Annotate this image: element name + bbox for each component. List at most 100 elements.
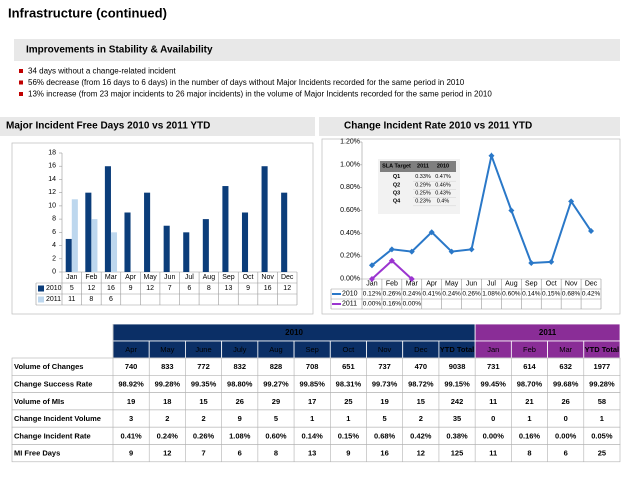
marker xyxy=(468,246,475,253)
cell: 3 xyxy=(129,414,133,423)
bullet-marker xyxy=(19,69,23,73)
data-label: 11 xyxy=(68,296,75,303)
y-tick-label: 0.60% xyxy=(340,207,360,214)
cell: 2 xyxy=(201,414,205,423)
chart-title-band xyxy=(319,117,620,136)
cell: 12 xyxy=(417,449,425,458)
marker xyxy=(528,260,535,267)
inset-header-text: 2010 xyxy=(437,164,449,170)
cell: 18 xyxy=(163,397,171,406)
y-tick-label: 10 xyxy=(48,202,56,209)
bullet-text: 13% increase (from 23 major incidents to… xyxy=(28,90,492,99)
inset-cell: 0.46% xyxy=(435,182,451,188)
x-tick-label: Apr xyxy=(125,274,137,281)
cell: 0.15% xyxy=(338,431,360,440)
bar xyxy=(281,192,288,272)
y-tick-label: 0.80% xyxy=(340,184,360,191)
y-tick-label: 0.40% xyxy=(340,230,360,237)
legend-label: 2011 xyxy=(342,301,357,308)
x-tick-label: Jan xyxy=(66,274,77,281)
column-header-text: June xyxy=(195,345,211,354)
cell: 470 xyxy=(415,362,428,371)
cell: 17 xyxy=(308,397,316,406)
x-tick-label: Oct xyxy=(546,281,557,288)
data-label: 0.26% xyxy=(383,291,402,298)
cell: 35 xyxy=(453,414,461,423)
marker xyxy=(548,258,555,265)
bullet-text: 56% decrease (from 16 days to 6 days) in… xyxy=(28,78,465,87)
cell: 98.92% xyxy=(118,379,144,388)
cell: 614 xyxy=(523,362,536,371)
inset-cell: 0.33% xyxy=(415,174,431,180)
bar xyxy=(124,212,131,272)
data-label: 0.41% xyxy=(422,291,441,298)
y-tick-label: 8 xyxy=(52,216,56,223)
data-label: 0.16% xyxy=(383,301,402,308)
cell: 2 xyxy=(165,414,169,423)
legend-swatch xyxy=(38,296,44,303)
cell: 11 xyxy=(489,449,497,458)
data-label: 12 xyxy=(283,285,291,292)
marker xyxy=(408,248,415,255)
cell: 833 xyxy=(161,362,174,371)
data-label: 7 xyxy=(168,285,172,292)
inset-cell: Q1 xyxy=(393,174,400,180)
row-label: Change Incident Rate xyxy=(14,431,91,440)
chart-title: Change Incident Rate 2010 vs 2011 YTD xyxy=(344,121,532,132)
page-title: Infrastructure (continued) xyxy=(8,6,167,21)
x-tick-label: Dec xyxy=(585,281,598,288)
y-tick-label: 14 xyxy=(48,176,56,183)
cell: 19 xyxy=(380,397,388,406)
bar xyxy=(85,192,92,272)
cell: 99.28% xyxy=(589,379,615,388)
bullet-text: 34 days without a change-related inciden… xyxy=(28,67,176,76)
cell: 98.72% xyxy=(408,379,434,388)
bar xyxy=(222,186,229,272)
x-tick-label: Dec xyxy=(281,274,294,281)
inset-header xyxy=(380,161,456,172)
cell: 19 xyxy=(127,397,135,406)
data-label: 0.00% xyxy=(403,301,422,308)
legend-swatch xyxy=(38,285,44,292)
row-label: Volume of MIs xyxy=(14,397,64,406)
data-label: 16 xyxy=(107,285,115,292)
data-label: 6 xyxy=(187,285,191,292)
column-header-text: Dec xyxy=(414,345,428,354)
chart-title-band xyxy=(0,117,315,136)
marker xyxy=(368,262,375,269)
cell: 0.00% xyxy=(555,431,577,440)
data-label: 0.14% xyxy=(522,291,541,298)
cell: 0 xyxy=(491,414,495,423)
cell: 8 xyxy=(274,449,278,458)
column-header-text: July xyxy=(233,345,247,354)
x-tick-label: Nov xyxy=(261,274,274,281)
inset-cell: 0.23% xyxy=(415,199,431,205)
column-header-text: Mar xyxy=(559,345,572,354)
cell: 99.28% xyxy=(155,379,181,388)
bar xyxy=(65,238,72,272)
legend-label: 2010 xyxy=(342,291,358,298)
cell: 7 xyxy=(201,449,205,458)
row-label: Volume of Changes xyxy=(14,362,83,371)
inset-cell: 0.43% xyxy=(435,191,451,197)
x-tick-label: Nov xyxy=(565,281,578,288)
bar xyxy=(183,232,190,272)
cell: 0.14% xyxy=(302,431,324,440)
cell: 0.38% xyxy=(446,431,468,440)
series-line xyxy=(371,152,592,267)
cell: 99.73% xyxy=(372,379,398,388)
x-tick-label: Jun xyxy=(164,274,175,281)
cell: 737 xyxy=(378,362,391,371)
data-label: 16 xyxy=(264,285,272,292)
cell: 99.68% xyxy=(553,379,579,388)
y-tick-label: 6 xyxy=(52,229,56,236)
cell: 12 xyxy=(163,449,171,458)
marker xyxy=(488,152,495,159)
data-label: 9 xyxy=(129,285,133,292)
y-tick-label: 16 xyxy=(48,163,56,170)
x-tick-label: Jan xyxy=(366,281,377,288)
data-label: 12 xyxy=(146,285,154,292)
data-label: 0.68% xyxy=(562,291,581,298)
x-tick-label: Aug xyxy=(203,274,216,281)
data-label: 0.00% xyxy=(363,301,382,308)
